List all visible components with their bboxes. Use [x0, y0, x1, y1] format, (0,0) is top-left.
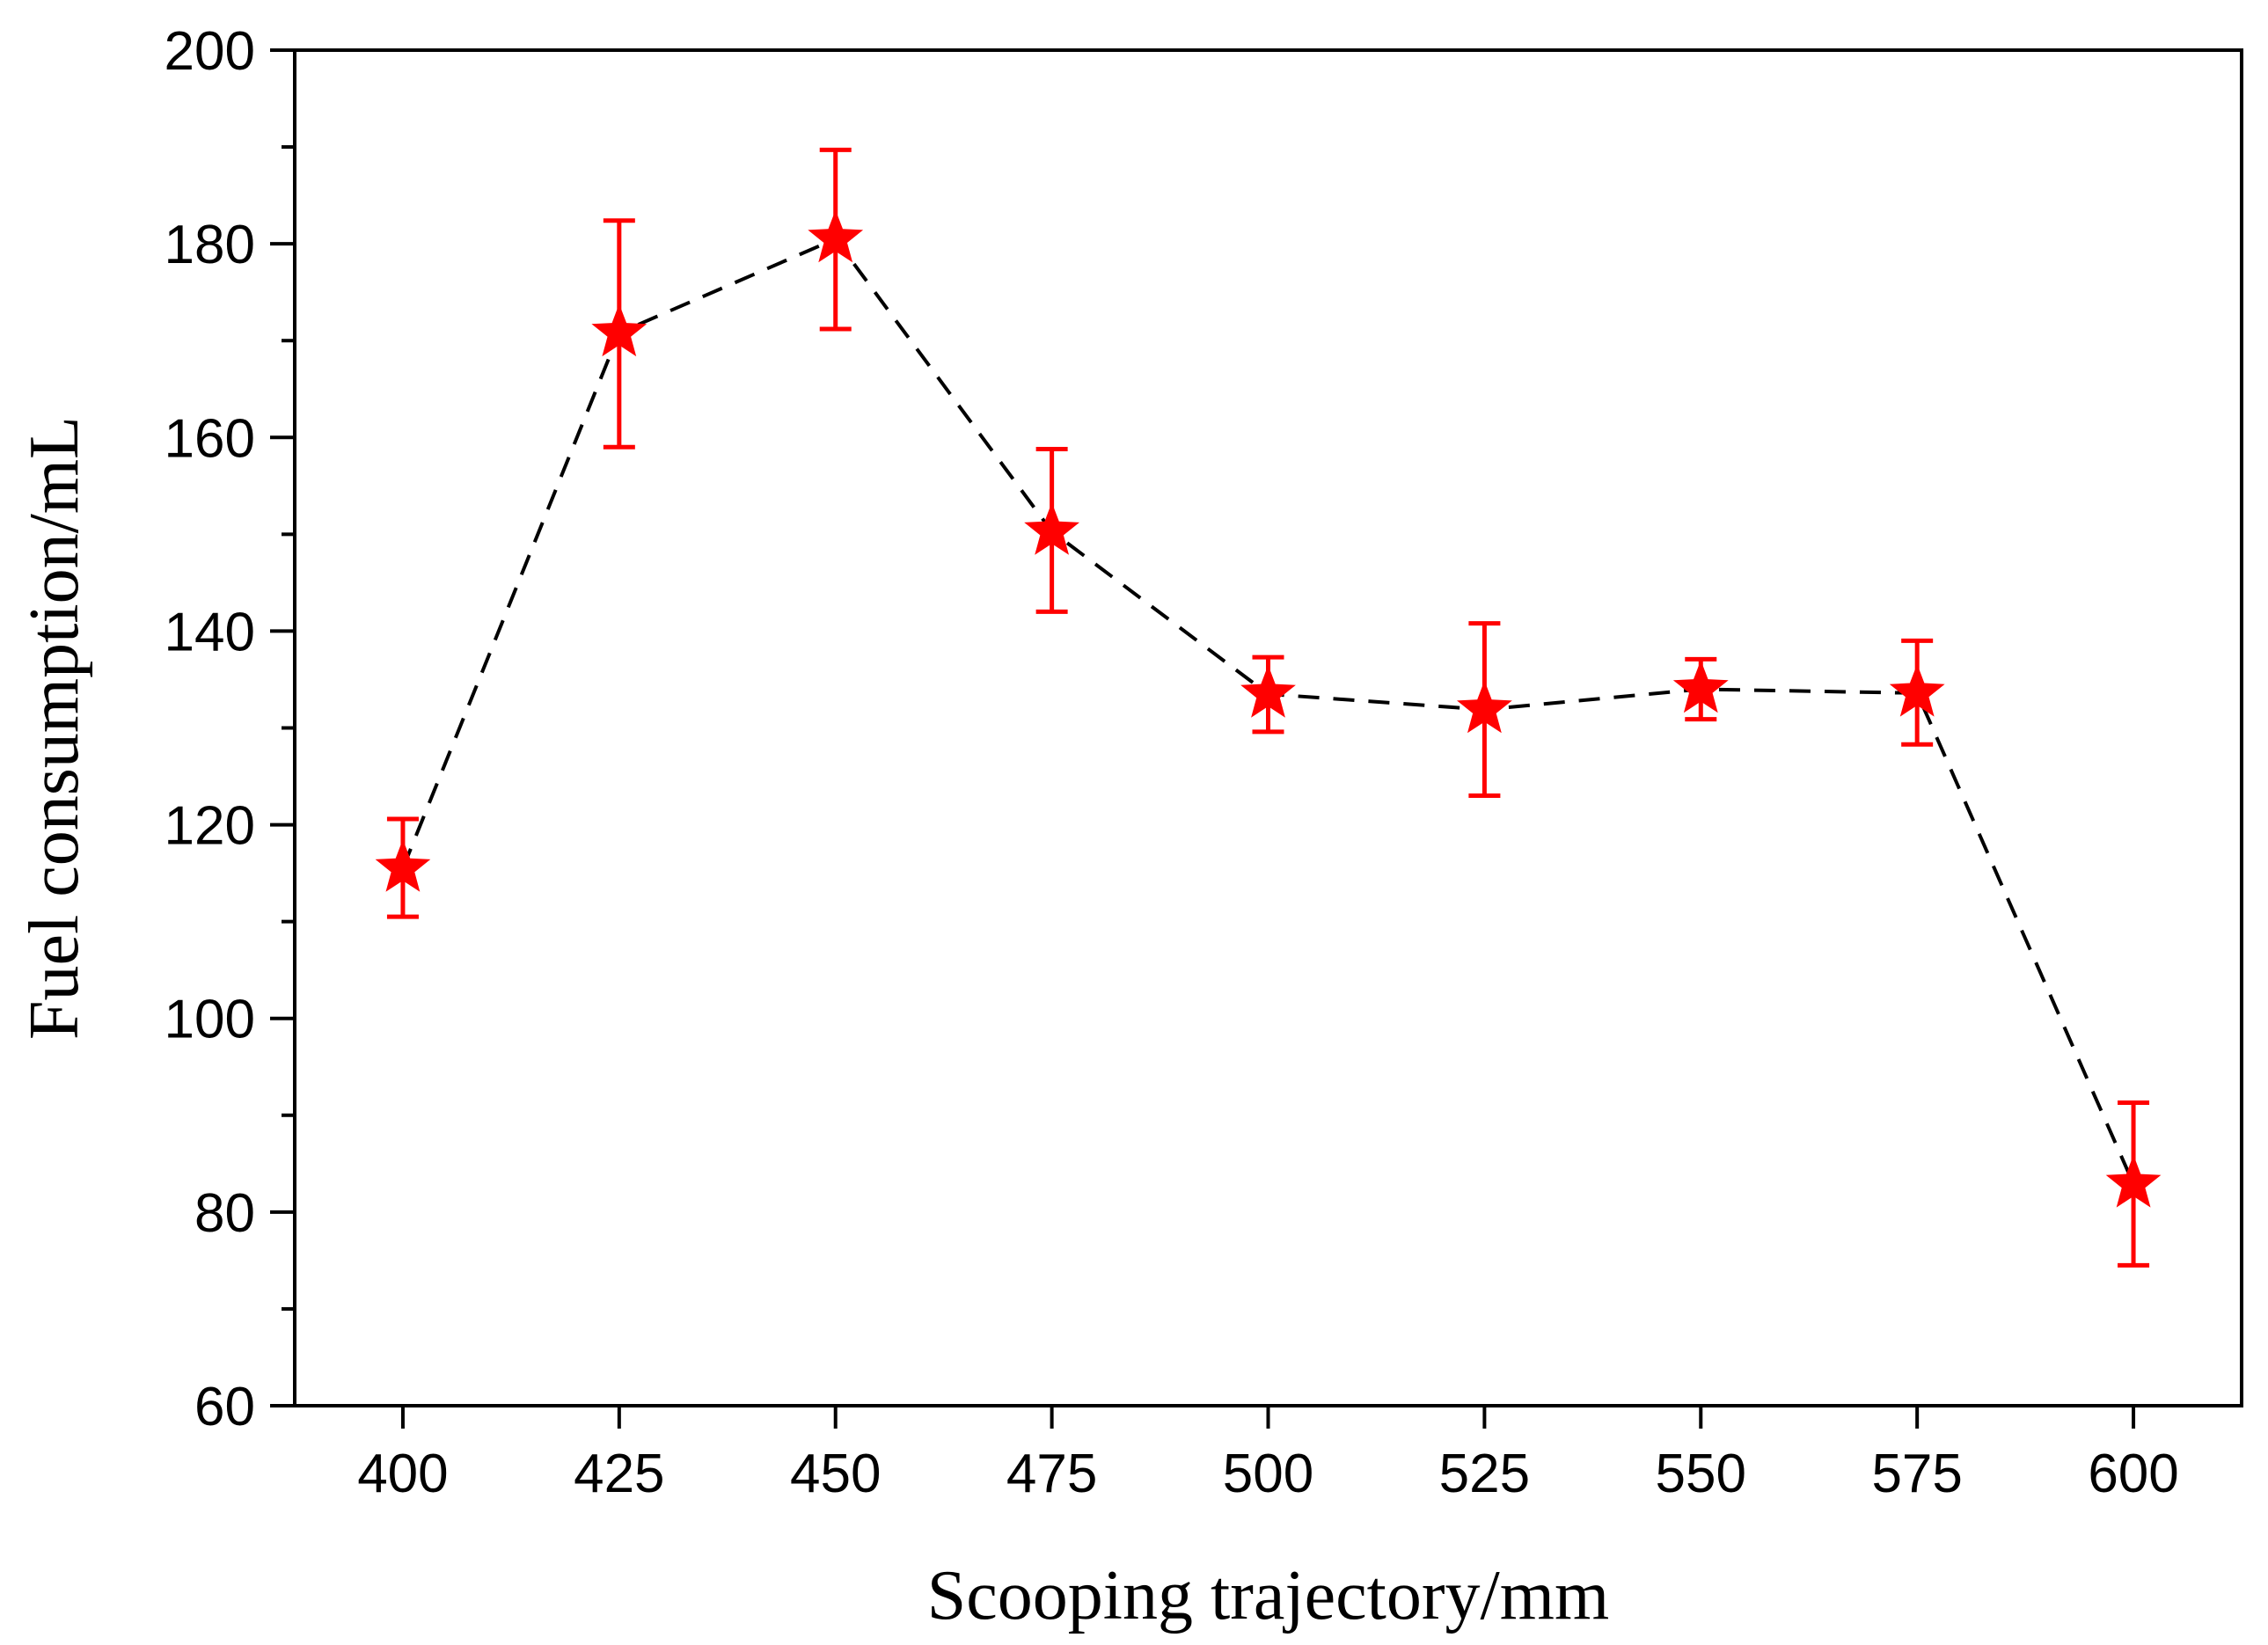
- y-tick-label: 180: [165, 215, 255, 275]
- y-tick-label: 60: [194, 1377, 255, 1437]
- x-tick-label: 425: [574, 1444, 664, 1504]
- data-point-star: [1024, 502, 1079, 555]
- x-tick-label: 500: [1223, 1444, 1313, 1504]
- data-point-star: [591, 303, 647, 357]
- data-point-star: [1672, 660, 1729, 713]
- x-tick-label: 475: [1006, 1444, 1097, 1504]
- x-axis-title: Scooping trajectory/mm: [927, 1557, 1609, 1634]
- data-series: [375, 147, 2162, 1268]
- x-tick-label: 575: [1871, 1444, 1962, 1504]
- y-tick-label: 120: [165, 796, 255, 857]
- y-tick-label: 200: [165, 21, 255, 82]
- y-tick-label: 160: [165, 408, 255, 469]
- x-tick-label: 525: [1439, 1444, 1530, 1504]
- x-tick-label: 400: [357, 1444, 448, 1504]
- y-tick-label: 100: [165, 990, 255, 1050]
- x-axis-ticks: 400 425 450 475 500 525 550 575 600: [357, 1406, 2179, 1504]
- data-point-star: [808, 209, 864, 263]
- x-tick-label: 450: [790, 1444, 881, 1504]
- y-axis-title: Fuel consumption/mL: [16, 416, 93, 1040]
- y-axis-ticks: 60 80 100 120 140 160 180 200: [165, 21, 295, 1437]
- data-point-star: [375, 839, 431, 892]
- data-point-star: [1457, 680, 1512, 734]
- plot-frame: [293, 48, 2243, 1407]
- data-point-star: [2105, 1154, 2162, 1208]
- x-tick-label: 550: [1656, 1444, 1746, 1504]
- x-tick-label: 600: [2088, 1444, 2178, 1504]
- data-point-star: [1240, 665, 1296, 718]
- y-tick-label: 80: [194, 1183, 255, 1244]
- data-point-star: [1889, 663, 1945, 717]
- y-tick-label: 140: [165, 602, 255, 662]
